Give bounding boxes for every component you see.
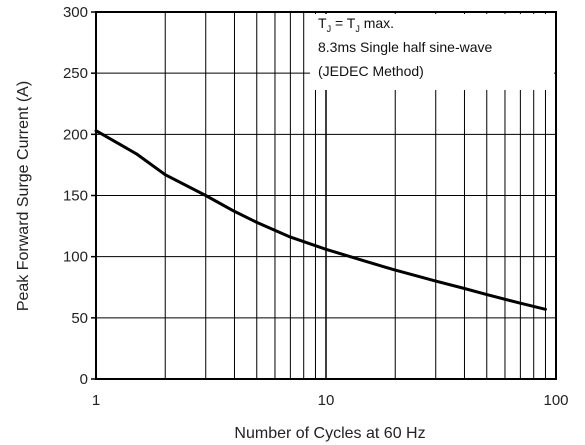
y-tick-label: 150	[63, 188, 88, 205]
annotation-line-3: (JEDEC Method)	[318, 63, 424, 79]
annotation-line-2: 8.3ms Single half sine-wave	[318, 39, 493, 55]
y-tick-label: 200	[63, 126, 88, 143]
annotation-t: T	[318, 15, 327, 31]
annotation-background	[310, 14, 554, 90]
x-tick-label: 100	[543, 392, 568, 409]
curve-layer	[94, 129, 547, 311]
y-tick-label: 250	[63, 65, 88, 82]
x-axis-title: Number of Cycles at 60 Hz	[234, 425, 425, 442]
y-tick-label: 300	[63, 4, 88, 21]
y-axis-title: Peak Forward Surge Current (A)	[15, 81, 32, 311]
y-tick-label: 100	[63, 249, 88, 266]
annotation-max: max.	[360, 15, 394, 31]
y-tick-label: 0	[80, 371, 88, 388]
y-tick-label: 50	[71, 310, 88, 327]
annotation-sub-j2: J	[355, 24, 360, 34]
x-tick-label: 1	[92, 392, 100, 409]
x-tick-label: 10	[318, 392, 335, 409]
tick-labels: 0 50 100 150 200 250 300 1 10 100	[63, 4, 569, 409]
surge-current-line	[94, 129, 547, 311]
annotation-equals: = T	[331, 15, 356, 31]
annotation-line-1: TJ = TJ max.	[318, 15, 394, 34]
annotation-sub-j: J	[327, 24, 332, 34]
